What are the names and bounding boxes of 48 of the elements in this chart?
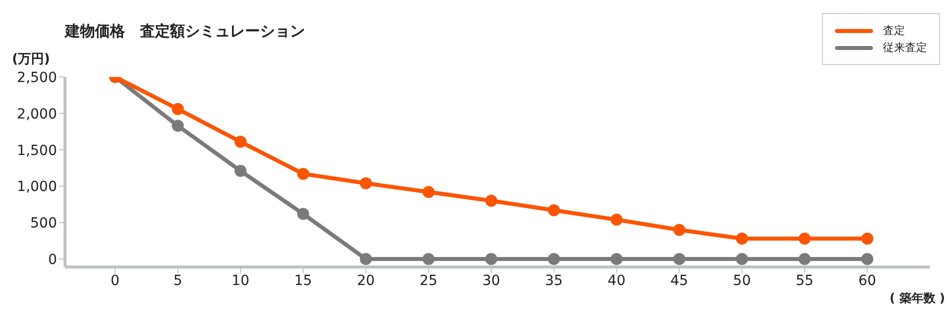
point xyxy=(548,204,560,216)
x-tick-label: 5 xyxy=(173,272,182,289)
point xyxy=(610,214,623,226)
x-tick-label: 50 xyxy=(733,272,751,289)
point xyxy=(360,252,372,265)
y-tick-label: 500 xyxy=(30,216,57,232)
x-tick-label: 15 xyxy=(294,272,312,289)
x-tick-label: 10 xyxy=(232,272,250,289)
y-tick-label: 1,000 xyxy=(16,179,57,196)
point xyxy=(548,252,560,265)
point xyxy=(360,177,372,190)
y-axis-title: (万円) xyxy=(12,51,50,68)
point xyxy=(798,232,811,245)
x-tick-label: 35 xyxy=(545,272,563,289)
point xyxy=(673,224,686,236)
point xyxy=(297,168,310,180)
point xyxy=(172,120,184,132)
x-tick-label: 45 xyxy=(670,272,688,289)
point xyxy=(234,136,247,148)
y-tick-label: 2,500 xyxy=(16,70,57,86)
x-tick-label: 40 xyxy=(608,272,626,289)
point xyxy=(673,252,686,265)
point xyxy=(422,252,435,265)
point xyxy=(234,164,247,177)
point xyxy=(861,232,874,245)
point xyxy=(485,252,498,265)
x-axis-title: ( 築年数 ) xyxy=(890,290,945,307)
point xyxy=(422,186,435,198)
y-tick-label: 2,000 xyxy=(16,106,57,122)
y-tick-label: 0 xyxy=(48,252,57,268)
point xyxy=(736,232,748,245)
y-tick-label: 1,500 xyxy=(16,142,57,159)
point xyxy=(485,194,498,207)
legend-label: 査定 xyxy=(883,23,905,39)
point xyxy=(736,252,748,265)
point xyxy=(861,252,874,265)
x-tick-label: 0 xyxy=(110,272,120,289)
legend-label: 従来査定 xyxy=(883,40,927,56)
point xyxy=(610,252,623,265)
x-tick-label: 30 xyxy=(482,272,500,289)
point xyxy=(798,252,811,265)
x-tick-label: 25 xyxy=(420,272,438,289)
chart-title: 建物価格 査定額シミュレーション xyxy=(65,22,305,41)
point xyxy=(172,103,184,116)
x-tick-label: 20 xyxy=(356,272,375,289)
x-tick-label: 55 xyxy=(796,272,814,289)
x-tick-label: 60 xyxy=(858,272,876,289)
point xyxy=(297,208,310,220)
